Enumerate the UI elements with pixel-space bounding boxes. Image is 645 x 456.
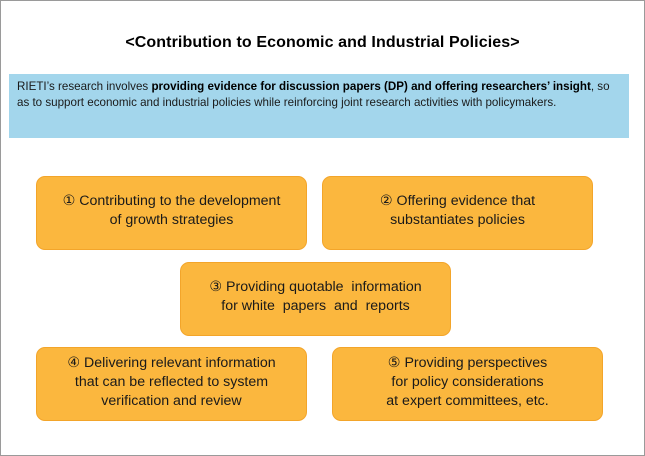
contribution-box-3: ③ Providing quotable information for whi… xyxy=(180,262,451,336)
contribution-box-5: ⑤ Providing perspectives for policy cons… xyxy=(332,347,603,421)
box-2-line-1: ② Offering evidence that xyxy=(379,193,536,209)
intro-text-after: , so as to support economic and industri… xyxy=(17,80,610,109)
box-4-line-2: that can be reflected to system xyxy=(74,373,269,390)
contribution-box-2: ② Offering evidence that substantiates p… xyxy=(322,176,593,250)
box-3-line-2: for white papers and reports xyxy=(221,298,410,314)
contribution-box-4: ④ Delivering relevant information that c… xyxy=(36,347,307,421)
box-1-line-1: ① Contributing to the development xyxy=(62,193,281,209)
box-4-line-3: verification and review xyxy=(101,392,242,409)
box-3-line-1: ③ Providing quotable information xyxy=(209,279,422,295)
box-5-line-2: for policy considerations xyxy=(391,373,544,390)
box-5-line-1: ⑤ Providing perspectives xyxy=(387,354,548,371)
intro-text-before: RIETI’s research involves xyxy=(17,80,152,93)
box-1-line-2: of growth strategies xyxy=(109,212,234,228)
box-5-line-3: at expert committees, etc. xyxy=(386,392,549,409)
box-4-line-1: ④ Delivering relevant information xyxy=(67,354,276,371)
diagram-title: <Contribution to Economic and Industrial… xyxy=(125,34,520,51)
box-2-line-2: substantiates policies xyxy=(390,212,525,228)
contribution-box-1: ① Contributing to the development of gro… xyxy=(36,176,307,250)
intro-emphasis: providing evidence for discussion papers… xyxy=(151,80,591,93)
intro-description: RIETI’s research involves providing evid… xyxy=(9,74,629,138)
